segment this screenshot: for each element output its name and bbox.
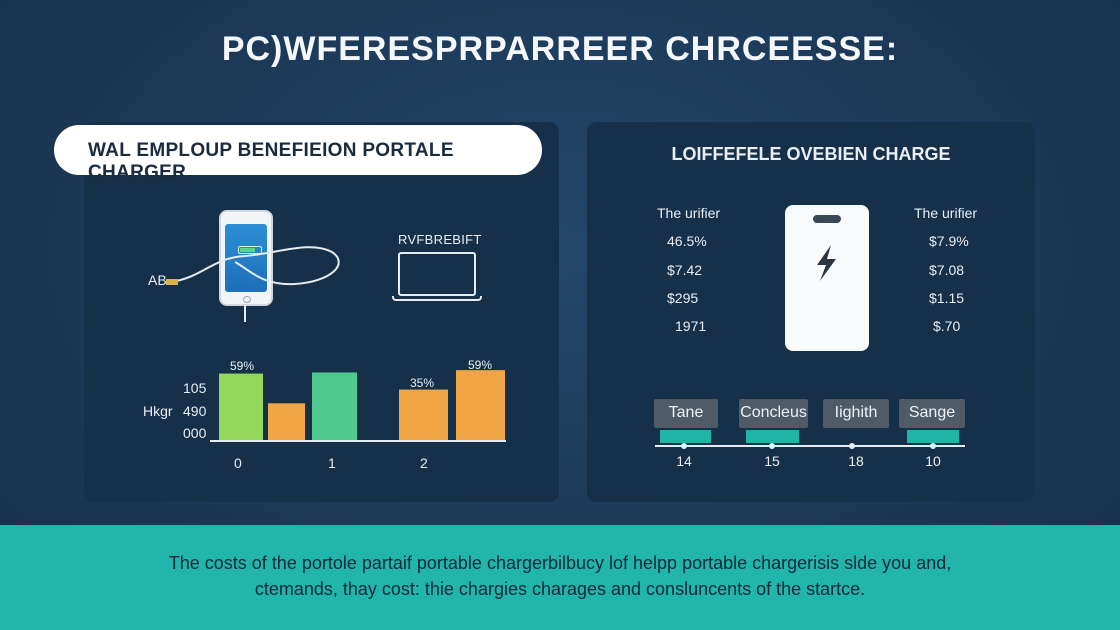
laptop-label: RVFBREBIFT [398, 232, 482, 247]
tag-2: Iighith [823, 399, 889, 428]
tag-3: Sange [899, 399, 965, 428]
left-col-value-0: 46.5% [667, 233, 707, 249]
y-tick-3: 000 [183, 425, 207, 441]
bar-0 [219, 373, 263, 441]
left-panel-heading: WAL EMPLOUP BENEFIEION PORTALE CHARGER [54, 125, 542, 183]
laptop-base-icon [392, 296, 482, 301]
footer-band: The costs of the portole partaif portabl… [0, 525, 1120, 630]
left-col-header: The urifier [657, 205, 721, 221]
tag-0: Tane [654, 399, 718, 428]
tag-base-3 [907, 430, 959, 443]
battery-icon [238, 246, 262, 254]
left-col-value-1: $7.42 [667, 262, 703, 278]
power-bank-slot [813, 215, 841, 223]
timeline-tick-2: 18 [848, 453, 864, 469]
tag-base-0 [660, 430, 711, 443]
page-title: PC)WFERESPRPARREER CHRCEESSE: [221, 30, 899, 68]
tag-base-1 [746, 430, 799, 443]
lightning-bolt-icon [817, 245, 836, 281]
tag-1: Concleus [739, 399, 808, 428]
y-tick-1: 105 [183, 380, 207, 396]
bar-2 [312, 372, 357, 441]
right-col-value-1: $7.08 [929, 262, 965, 278]
right-col-header: The urifier [914, 205, 978, 221]
bar-4 [456, 370, 505, 441]
x-tick-1: 1 [328, 455, 336, 471]
right-col-value-3: $.70 [933, 318, 961, 334]
bar-3 [399, 389, 448, 441]
left-col-value-3: 1971 [675, 318, 707, 334]
laptop-icon [398, 252, 476, 296]
home-button-icon [243, 296, 251, 303]
x-tick-0: 0 [234, 455, 242, 471]
bar-1 [268, 403, 305, 441]
y-axis-label: Hkgr [143, 403, 173, 419]
timeline-tick-0: 14 [676, 453, 692, 469]
left-col-value-2: $295 [667, 290, 699, 306]
bar-label-0: 59% [230, 359, 255, 373]
timeline-tick-1: 15 [764, 453, 780, 469]
usb-plug-icon [166, 279, 178, 285]
footer-line-2: ctemands, thay cost: thie chargies chara… [254, 579, 866, 599]
right-col-value-0: $7.9% [929, 233, 969, 249]
right-col-value-2: $1.15 [929, 290, 965, 306]
x-tick-2: 2 [420, 455, 428, 471]
bar-label-1: 35% [410, 376, 435, 390]
bar-label-2: 59% [468, 358, 493, 372]
timeline-tick-3: 10 [925, 453, 941, 469]
power-bank-icon [785, 205, 869, 351]
right-panel-heading: LOIFFEFELE OVEBIEN CHARGE [671, 144, 951, 164]
ab-label: AB [148, 272, 167, 288]
y-tick-2: 490 [183, 403, 207, 419]
footer-line-1: The costs of the portole partaif portabl… [168, 553, 952, 573]
